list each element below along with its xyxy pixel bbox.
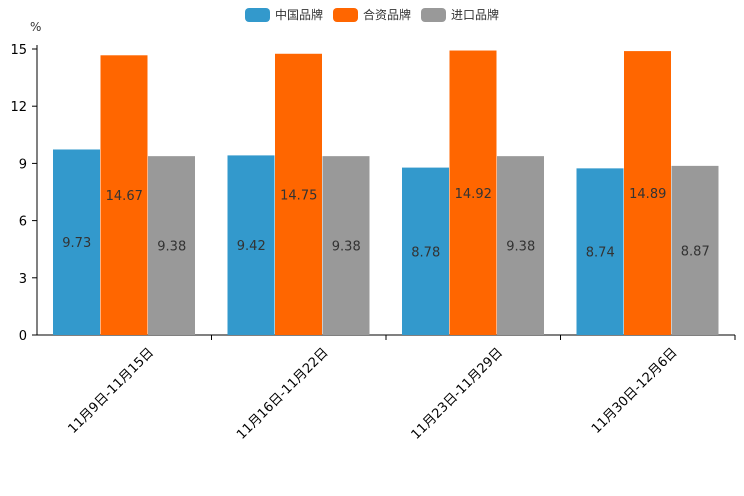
legend-swatch-import-brand [421, 7, 446, 22]
y-tick-label: 9 [19, 157, 27, 172]
y-tick-label: 0 [19, 329, 27, 344]
legend-item-china-brand[interactable]: 中国品牌 [244, 6, 323, 23]
legend-label-import-brand: 进口品牌 [451, 8, 500, 22]
data-label: 9.42 [237, 239, 266, 254]
legend: 中国品牌 合资品牌 进口品牌 [0, 6, 744, 23]
data-label: 14.67 [106, 189, 143, 204]
data-label: 9.38 [157, 240, 186, 255]
legend-label-joint-venture-brand: 合资品牌 [362, 8, 411, 22]
y-axis-unit-label: % [30, 20, 42, 34]
bar [497, 156, 544, 335]
bar [624, 51, 671, 336]
legend-swatch-china-brand [244, 7, 270, 22]
x-category-label: 11月23日-11月29日 [409, 345, 506, 442]
data-label: 14.92 [455, 187, 492, 202]
x-category-label: 11月16日-11月22日 [234, 345, 331, 442]
legend-label-china-brand: 中国品牌 [274, 8, 323, 22]
bar [53, 149, 100, 335]
data-label: 14.75 [280, 188, 317, 203]
bar [449, 50, 497, 336]
bar [576, 168, 624, 335]
bar [148, 156, 195, 335]
y-tick-label: 3 [19, 272, 27, 287]
data-label: 9.73 [62, 236, 91, 251]
data-label: 8.78 [411, 245, 440, 260]
data-label: 8.87 [681, 244, 710, 259]
bar [100, 55, 148, 336]
bar [275, 53, 322, 336]
bar [227, 155, 275, 335]
x-category-label: 11月9日-11月15日 [65, 345, 157, 437]
legend-item-joint-venture-brand[interactable]: 合资品牌 [332, 6, 411, 23]
data-label: 9.38 [506, 240, 535, 255]
legend-swatch-joint-venture-brand [332, 7, 358, 22]
data-label: 14.89 [629, 187, 666, 202]
bar [322, 156, 370, 335]
bar [402, 167, 449, 335]
x-category-label: 11月30日-12月6日 [589, 345, 681, 437]
bar [671, 165, 719, 335]
data-label: 8.74 [586, 246, 615, 261]
data-label: 9.38 [332, 240, 361, 255]
y-tick-label: 12 [10, 100, 27, 115]
y-tick-label: 15 [10, 43, 27, 58]
y-tick-label: 6 [19, 215, 27, 230]
legend-item-import-brand[interactable]: 进口品牌 [421, 6, 499, 23]
